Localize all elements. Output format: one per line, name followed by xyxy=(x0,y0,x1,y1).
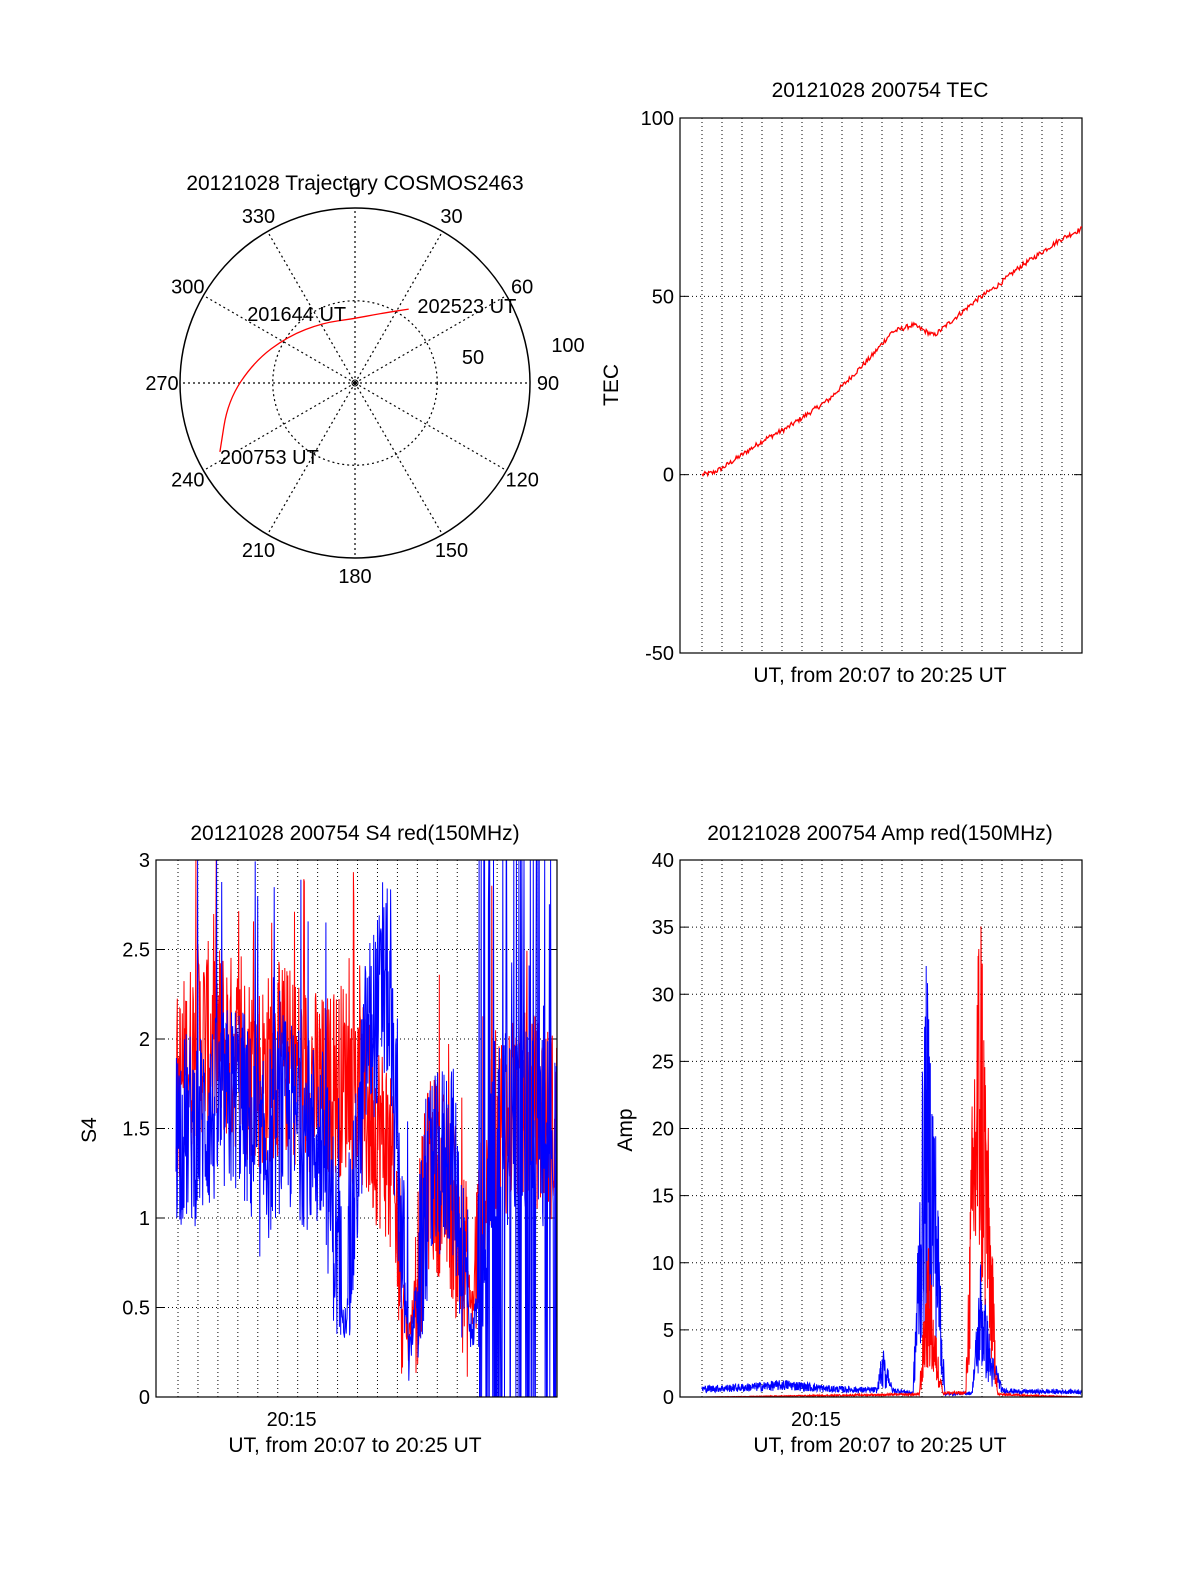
s4-title: 20121028 200754 S4 red(150MHz) xyxy=(190,822,519,845)
polar-angle-label: 30 xyxy=(440,206,462,228)
polar-spoke xyxy=(266,382,356,535)
polar-title: 20121028 Trajectory COSMOS2463 xyxy=(186,172,523,195)
polar-angle-label: 60 xyxy=(511,277,533,299)
trajectory-annotations: 200753 UT 201644 UT 202523 UT xyxy=(220,296,516,469)
polar-spoke xyxy=(354,382,444,535)
tec-plot-frame xyxy=(679,117,1083,654)
y-tick-label: 35 xyxy=(652,917,674,939)
y-tick-label: 3 xyxy=(139,850,150,872)
trajectory-line xyxy=(219,308,409,453)
polar-spoke xyxy=(354,231,444,384)
amp-title: 20121028 200754 Amp red(150MHz) xyxy=(707,822,1053,845)
tec-x-axis-label: UT, from 20:07 to 20:25 UT xyxy=(753,664,1006,687)
y-tick-label: 100 xyxy=(641,108,674,130)
polar-angle-label: 330 xyxy=(242,206,275,228)
polar-spoke xyxy=(354,294,507,384)
y-tick-label: 20 xyxy=(652,1119,674,1141)
x-tick-label: 20:15 xyxy=(267,1409,317,1431)
s4-x-tick-labels: 20:15 xyxy=(267,1409,317,1431)
amp-line-red xyxy=(702,926,1082,1398)
polar-spoke xyxy=(266,231,356,384)
polar-angle-label: 180 xyxy=(338,566,371,588)
y-tick-label: 0 xyxy=(663,465,674,487)
polar-angle-label: 210 xyxy=(242,540,275,562)
polar-radial-labels: 50 100 xyxy=(462,335,585,369)
y-tick-label: 0.5 xyxy=(122,1298,150,1320)
y-tick-label: 0 xyxy=(663,1387,674,1409)
amp-panel: 20121028 200754 Amp red(150MHz) 0 5 10 15 20… xyxy=(614,822,1083,1457)
polar-outer-circle xyxy=(179,207,531,559)
trajectory-annotation: 200753 UT xyxy=(220,447,319,469)
y-tick-label: 10 xyxy=(652,1253,674,1275)
tec-panel: 20121028 200754 TEC -50 0 50 100 TEC UT, fr… xyxy=(600,79,1083,687)
tec-title: 20121028 200754 TEC xyxy=(772,79,989,102)
polar-angle-label: 150 xyxy=(435,540,468,562)
polar-radial-label: 50 xyxy=(462,347,484,369)
y-tick-label: 2 xyxy=(139,1029,150,1051)
y-tick-label: 25 xyxy=(652,1051,674,1073)
polar-panel: 20121028 Trajectory COSMOS2463 0 30 60 90 12… xyxy=(145,172,584,588)
tec-grid xyxy=(680,117,1082,654)
amp-line-blue xyxy=(701,965,1083,1397)
y-tick-label: 50 xyxy=(652,286,674,308)
y-tick-label: 1.5 xyxy=(122,1119,150,1141)
s4-series xyxy=(175,859,558,1398)
polar-angle-label: 300 xyxy=(171,277,204,299)
y-tick-label: 1 xyxy=(139,1208,150,1230)
y-tick-label: 2.5 xyxy=(122,940,150,962)
tec-line xyxy=(701,226,1083,478)
s4-plot-frame xyxy=(155,859,558,1398)
polar-spoke xyxy=(203,294,356,384)
s4-line-blue xyxy=(175,859,558,1398)
polar-grid xyxy=(179,207,531,559)
polar-angle-label: 270 xyxy=(145,373,178,395)
s4-panel: 20121028 200754 S4 red(150MHz) 0 0.5 1 1.5 2… xyxy=(78,822,558,1457)
polar-angle-label: 120 xyxy=(505,470,538,492)
trajectory-annotation: 202523 UT xyxy=(417,296,516,318)
polar-angle-label: 240 xyxy=(171,470,204,492)
x-tick-label: 20:15 xyxy=(791,1409,841,1431)
amp-x-tick-labels: 20:15 xyxy=(791,1409,841,1431)
polar-grid-circle xyxy=(272,300,438,466)
trajectory-annotation: 201644 UT xyxy=(247,304,346,326)
y-tick-label: -50 xyxy=(645,643,674,665)
s4-y-axis-label: S4 xyxy=(78,1117,101,1143)
amp-x-axis-label: UT, from 20:07 to 20:25 UT xyxy=(753,1434,1006,1457)
polar-radial-label: 100 xyxy=(551,335,584,357)
amp-plot-frame xyxy=(679,859,1083,1398)
y-tick-label: 40 xyxy=(652,850,674,872)
y-tick-label: 0 xyxy=(139,1387,150,1409)
s4-y-tick-labels: 0 0.5 1 1.5 2 2.5 3 xyxy=(122,850,150,1409)
amp-series xyxy=(701,926,1083,1398)
polar-angle-labels: 0 30 60 90 120 150 180 210 240 270 300 330 xyxy=(145,180,559,588)
amp-y-tick-labels: 0 5 10 15 20 25 30 35 40 xyxy=(652,850,674,1409)
s4-x-axis-label: UT, from 20:07 to 20:25 UT xyxy=(228,1434,481,1457)
tec-y-tick-labels: -50 0 50 100 xyxy=(641,108,674,665)
polar-angle-label: 0 xyxy=(349,180,360,202)
y-tick-label: 15 xyxy=(652,1186,674,1208)
polar-angle-label: 90 xyxy=(537,373,559,395)
amp-grid xyxy=(680,859,1082,1398)
y-tick-label: 30 xyxy=(652,984,674,1006)
y-tick-label: 5 xyxy=(663,1320,674,1342)
polar-spoke xyxy=(354,382,507,472)
tec-series xyxy=(701,226,1083,478)
polar-spoke xyxy=(203,382,356,472)
tec-y-axis-label: TEC xyxy=(600,364,623,406)
amp-y-axis-label: Amp xyxy=(614,1108,637,1151)
polar-center-marker xyxy=(351,379,359,387)
